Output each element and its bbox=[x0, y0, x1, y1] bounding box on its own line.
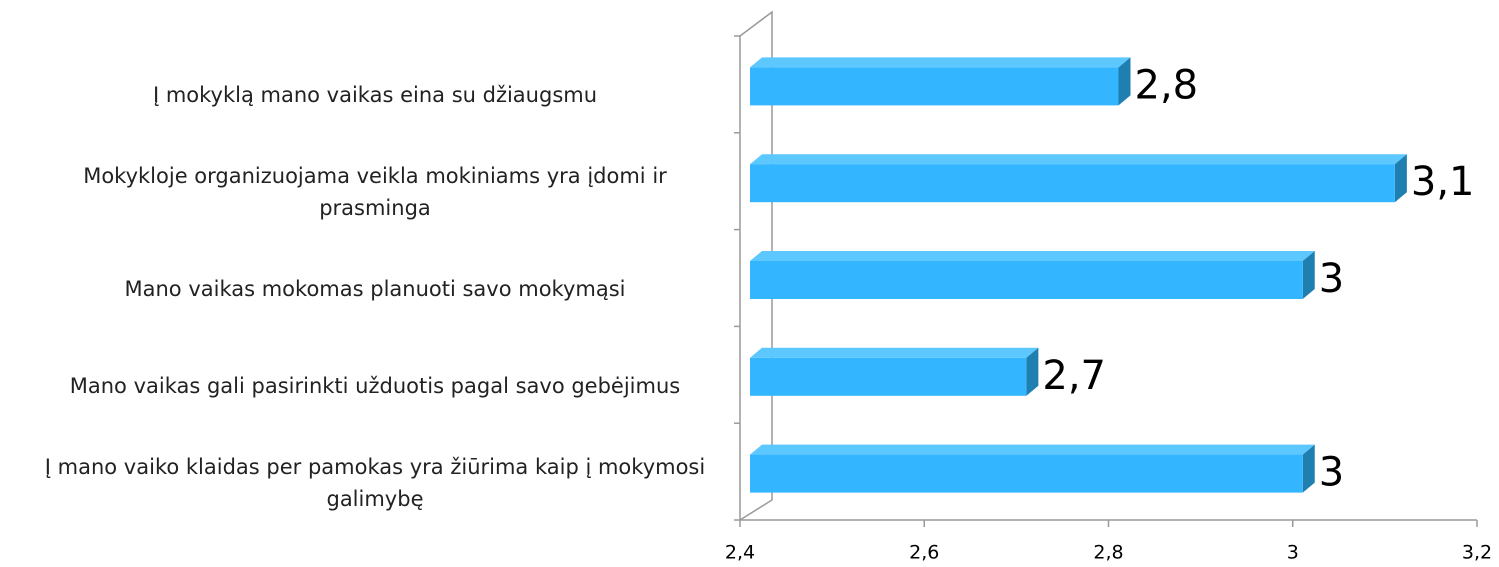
bar-top bbox=[750, 57, 1131, 68]
value-label: 3,1 bbox=[1411, 159, 1475, 205]
category-label: Mano vaikas gali pasirinkti užduotis pag… bbox=[69, 373, 681, 398]
x-tick-label: 2,4 bbox=[725, 542, 755, 564]
bar-top bbox=[750, 154, 1407, 165]
value-label: 2,7 bbox=[1042, 353, 1106, 399]
category-label: Į mokyklą mano vaikas eina su džiaugsmu bbox=[152, 83, 598, 108]
bar-side bbox=[1026, 347, 1039, 396]
bar-side bbox=[1302, 444, 1315, 493]
x-tick-label: 2,8 bbox=[1093, 542, 1123, 564]
category-label: Į mano vaiko klaidas per pamokas yra žiū… bbox=[44, 454, 706, 511]
value-label: 3 bbox=[1319, 450, 1344, 496]
x-tick-label: 2,6 bbox=[909, 542, 939, 564]
category-label: Mano vaikas mokomas planuoti savo mokymą… bbox=[124, 277, 626, 301]
bar-side bbox=[1394, 154, 1407, 203]
bar-top bbox=[750, 347, 1039, 358]
value-label: 3 bbox=[1319, 256, 1344, 302]
category-label: Mokykloje organizuojama veikla mokiniams… bbox=[83, 164, 667, 221]
bar bbox=[750, 454, 1303, 493]
bar bbox=[750, 164, 1395, 203]
bar bbox=[750, 67, 1119, 106]
bar-top bbox=[750, 444, 1315, 455]
value-label: 2,8 bbox=[1135, 62, 1199, 108]
x-tick-label: 3,2 bbox=[1462, 542, 1492, 564]
bar-side bbox=[1118, 57, 1131, 106]
bar-side bbox=[1302, 251, 1315, 299]
bar bbox=[750, 357, 1027, 396]
x-tick-label: 3 bbox=[1287, 542, 1299, 564]
bar bbox=[750, 261, 1303, 299]
bar-top bbox=[750, 251, 1315, 261]
